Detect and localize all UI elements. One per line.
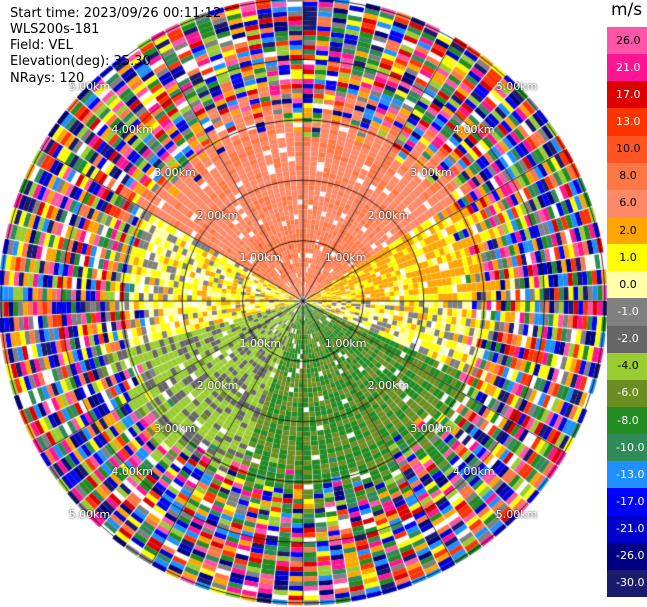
range-ring-label: 2.00km	[367, 208, 410, 222]
range-ring-label: 1.00km	[324, 251, 367, 265]
range-ring-label: 5.00km	[495, 507, 538, 521]
range-ring-label: 3.00km	[154, 422, 196, 436]
colorbar-tick-label: 8.0	[619, 169, 637, 183]
colorbar-segment	[607, 542, 647, 571]
colorbar-segment	[607, 135, 647, 164]
colorbar-tick-label: -8.0	[617, 413, 639, 427]
colorbar-segment	[607, 54, 647, 82]
colorbar-tick-label: 13.0	[616, 115, 641, 128]
colorbar-tick-label: 1.0	[619, 250, 637, 264]
colorbar-segment	[607, 569, 647, 598]
colorbar-segment	[607, 379, 647, 408]
range-ring-label: 2.00km	[367, 379, 410, 393]
colorbar-segment	[607, 189, 647, 218]
range-ring-label: 4.00km	[453, 123, 495, 137]
range-ring-label: 1.00km	[239, 336, 282, 350]
colorbar-segment	[607, 217, 647, 245]
colorbar-segment	[607, 244, 647, 272]
colorbar-segment	[607, 352, 647, 381]
colorbar-segment	[607, 81, 647, 109]
range-ring-label: 4.00km	[111, 464, 153, 478]
colorbar-tick-label: 17.0	[616, 87, 641, 101]
range-ring-label: 1.00km	[239, 251, 282, 265]
colorbar-tick-label: -13.0	[616, 467, 645, 481]
colorbar-segment	[607, 515, 647, 544]
colorbar-segment	[607, 27, 647, 55]
range-ring-label: 3.00km	[410, 422, 452, 436]
range-ring-label: 3.00km	[410, 165, 452, 179]
colorbar-tick-label: 10.0	[616, 142, 641, 156]
colorbar-tick-label: -30.0	[616, 576, 645, 590]
range-ring-label: 4.00km	[453, 464, 495, 478]
elevation-label: Elevation(deg): 35.30	[10, 54, 151, 69]
colorbar-tick-label: -26.0	[616, 549, 645, 563]
start-time-label: Start time: 2023/09/26 00:11:12	[10, 6, 222, 21]
colorbar-tick-label: -1.0	[617, 305, 639, 318]
nrays-label: NRays: 120	[10, 71, 85, 86]
field-label: Field: VEL	[10, 38, 73, 53]
range-ring-label: 4.00km	[111, 123, 153, 137]
colorbar-tick-label: 0.0	[619, 277, 637, 291]
colorbar-segment	[607, 325, 647, 354]
range-ring-label: 5.00km	[68, 80, 111, 94]
colorbar-tick-label: -21.0	[616, 522, 645, 536]
colorbar-tick-label: 26.0	[616, 33, 641, 47]
range-ring-label: 2.00km	[196, 379, 239, 393]
station-label: WLS200s-181	[10, 22, 100, 37]
colorbar-tick-label: 6.0	[619, 196, 637, 210]
colorbar-unit: m/s	[611, 0, 643, 20]
range-ring-label: 1.00km	[324, 336, 367, 350]
range-ring-label: 5.00km	[495, 80, 538, 94]
colorbar-tick-label: -2.0	[617, 332, 639, 346]
colorbar-segment	[607, 488, 647, 517]
colorbar-segment	[607, 461, 647, 489]
colorbar-segment	[607, 407, 647, 435]
range-ring-label: 5.00km	[68, 507, 111, 521]
range-ring-label: 2.00km	[196, 208, 239, 222]
colorbar-tick-label: 2.0	[619, 223, 637, 237]
colorbar-tick-label: -10.0	[616, 440, 645, 454]
colorbar-segment	[607, 162, 647, 191]
colorbar-segment	[607, 434, 647, 462]
range-ring-label: 3.00km	[154, 165, 196, 179]
colorbar-tick-label: -17.0	[616, 495, 645, 508]
colorbar-tick-label: -6.0	[617, 386, 639, 400]
colorbar-segment	[607, 271, 647, 299]
colorbar-tick-label: -4.0	[617, 359, 639, 373]
colorbar-tick-label: 21.0	[616, 60, 641, 74]
colorbar-segment	[607, 298, 647, 327]
colorbar-segment	[607, 108, 647, 137]
